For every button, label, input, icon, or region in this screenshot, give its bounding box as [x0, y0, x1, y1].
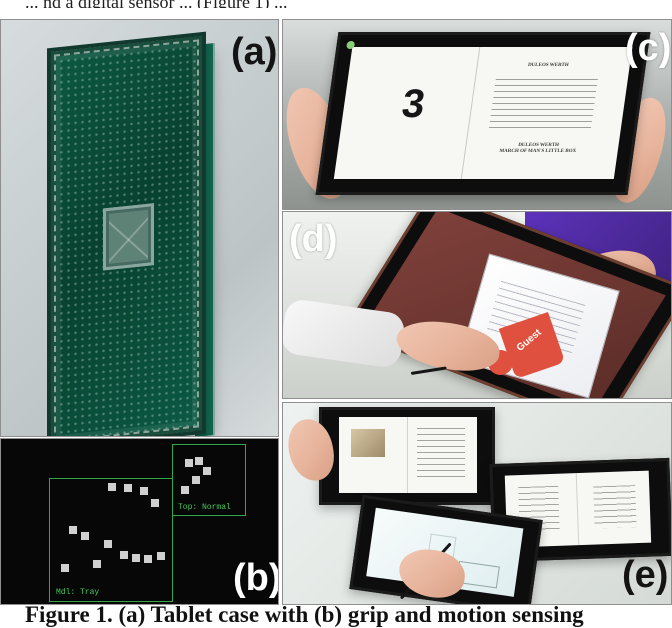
sensor-pixel	[124, 484, 132, 492]
panel-d-label: (d)	[289, 218, 338, 260]
sensor-pixel	[132, 554, 140, 562]
sensor-pixel	[181, 486, 189, 494]
middle-tray-label: Mdl: Tray	[56, 588, 100, 597]
text-lines	[593, 485, 637, 529]
sensor-pixel	[195, 457, 203, 465]
sensor-pixel	[192, 476, 200, 484]
sensor-pixel	[61, 564, 69, 572]
sensor-pixel	[93, 560, 101, 568]
case-center-medallion	[103, 203, 154, 271]
tablet-device: 3 DULEOS WERTH DULEOS WERTH MARCH OF MAN…	[315, 32, 651, 195]
tablet-top-left	[319, 407, 495, 505]
panel-b-label: (b)	[233, 557, 279, 599]
tablet-screen: 3 DULEOS WERTH DULEOS WERTH MARCH OF MAN…	[333, 47, 633, 179]
sensor-pixel	[120, 551, 128, 559]
panel-e-photo: (e)	[282, 402, 672, 605]
figure-caption: Figure 1. (a) Tablet case with (b) grip …	[25, 602, 584, 627]
book-title-top: DULEOS WERTH	[527, 63, 569, 68]
cropped-top-text: ... nd a digital sensor ... (Figure 1) .…	[25, 0, 665, 8]
panel-c-label: (c)	[625, 27, 672, 69]
tablet-case	[47, 31, 206, 436]
panel-a-label: (a)	[231, 31, 278, 73]
page-divider	[460, 47, 481, 179]
text-lines	[417, 428, 465, 478]
panel-c-photo: 3 DULEOS WERTH DULEOS WERTH MARCH OF MAN…	[282, 19, 672, 210]
sensor-pixel	[144, 555, 152, 563]
top-normal-label: Top: Normal	[178, 503, 231, 512]
sensor-pixel	[185, 459, 193, 467]
sensor-pixel	[140, 487, 148, 495]
sensor-pixel	[108, 483, 116, 491]
page-divider	[407, 417, 408, 493]
tablet-screen	[339, 417, 477, 493]
pen	[410, 366, 447, 375]
panel-a-photo: (a)	[0, 19, 279, 437]
sensor-pixel	[203, 467, 211, 475]
panel-d-photo: Guest (d)	[282, 211, 672, 399]
page-divider	[575, 473, 580, 546]
illustration	[351, 429, 385, 457]
sensor-pixel	[157, 552, 165, 560]
sensor-pixel	[151, 499, 159, 507]
middle-sensor-frame	[49, 478, 173, 602]
book-text-lines	[488, 79, 598, 133]
sensor-pixel	[104, 540, 112, 548]
story-page-number: 3	[399, 82, 428, 126]
panel-b-sensor-map: Top: Normal Mdl: Tray (b)	[0, 438, 279, 605]
sensor-pixel	[81, 532, 89, 540]
panel-e-label: (e)	[622, 554, 669, 596]
sensor-pixel	[69, 526, 77, 534]
book-title-bottom: DULEOS WERTH MARCH OF MAN'S LITTLE BOX	[498, 143, 577, 154]
